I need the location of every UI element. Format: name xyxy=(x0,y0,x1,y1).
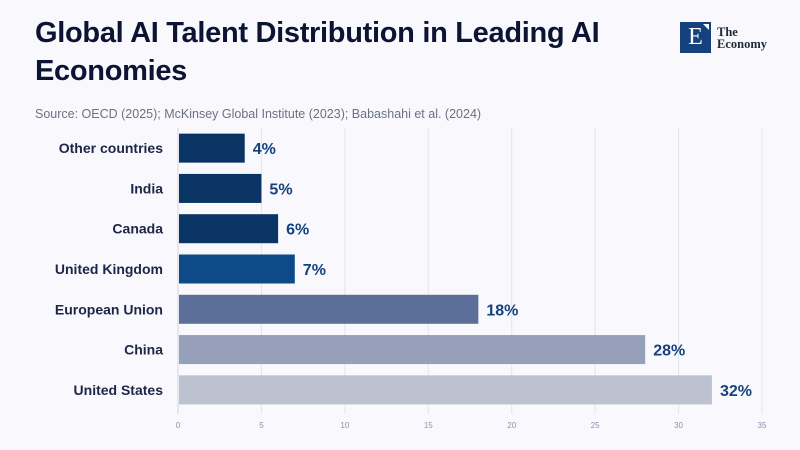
x-tick-label: 35 xyxy=(758,421,767,430)
x-tick-label: 10 xyxy=(340,421,349,430)
bar xyxy=(179,254,295,284)
value-label: 32% xyxy=(720,383,752,400)
source-note: Source: OECD (2025); McKinsey Global Ins… xyxy=(35,107,482,121)
x-tick-label: 15 xyxy=(424,421,433,430)
category-label: United States xyxy=(74,382,164,398)
bar xyxy=(179,335,646,365)
bars xyxy=(179,133,712,405)
category-label: Other countries xyxy=(59,140,163,156)
value-label: 18% xyxy=(486,302,518,319)
bar xyxy=(179,375,712,405)
x-tick-label: 5 xyxy=(259,421,264,430)
logo-mark-icon: E xyxy=(680,22,711,53)
category-label: Canada xyxy=(112,221,163,237)
value-label: 7% xyxy=(303,262,326,279)
category-label: India xyxy=(130,180,163,196)
bar xyxy=(179,133,245,163)
x-tick-label: 30 xyxy=(674,421,683,430)
category-labels: Other countries India Canada United Kingdom… xyxy=(55,140,163,398)
value-label: 4% xyxy=(253,141,276,158)
publisher-logo: E The Economy xyxy=(680,22,767,53)
bar xyxy=(179,173,262,203)
chart-title: Global AI Talent Distribution in Leading… xyxy=(35,17,600,87)
bar xyxy=(179,214,279,244)
x-tick-label: 20 xyxy=(507,421,516,430)
x-axis-ticks: 0 5 10 15 20 25 30 35 xyxy=(176,421,767,430)
value-label: 5% xyxy=(269,181,292,198)
bar xyxy=(179,294,479,324)
x-tick-label: 0 xyxy=(176,421,181,430)
category-label: United Kingdom xyxy=(55,261,163,277)
logo-wordmark: The Economy xyxy=(717,24,767,51)
category-label: China xyxy=(124,342,163,358)
value-label: 6% xyxy=(286,222,309,239)
value-label: 28% xyxy=(653,343,685,360)
category-label: European Union xyxy=(55,301,163,317)
x-tick-label: 25 xyxy=(591,421,600,430)
value-labels: 4% 5% 6% 7% 18% 28% 32% xyxy=(253,141,752,400)
